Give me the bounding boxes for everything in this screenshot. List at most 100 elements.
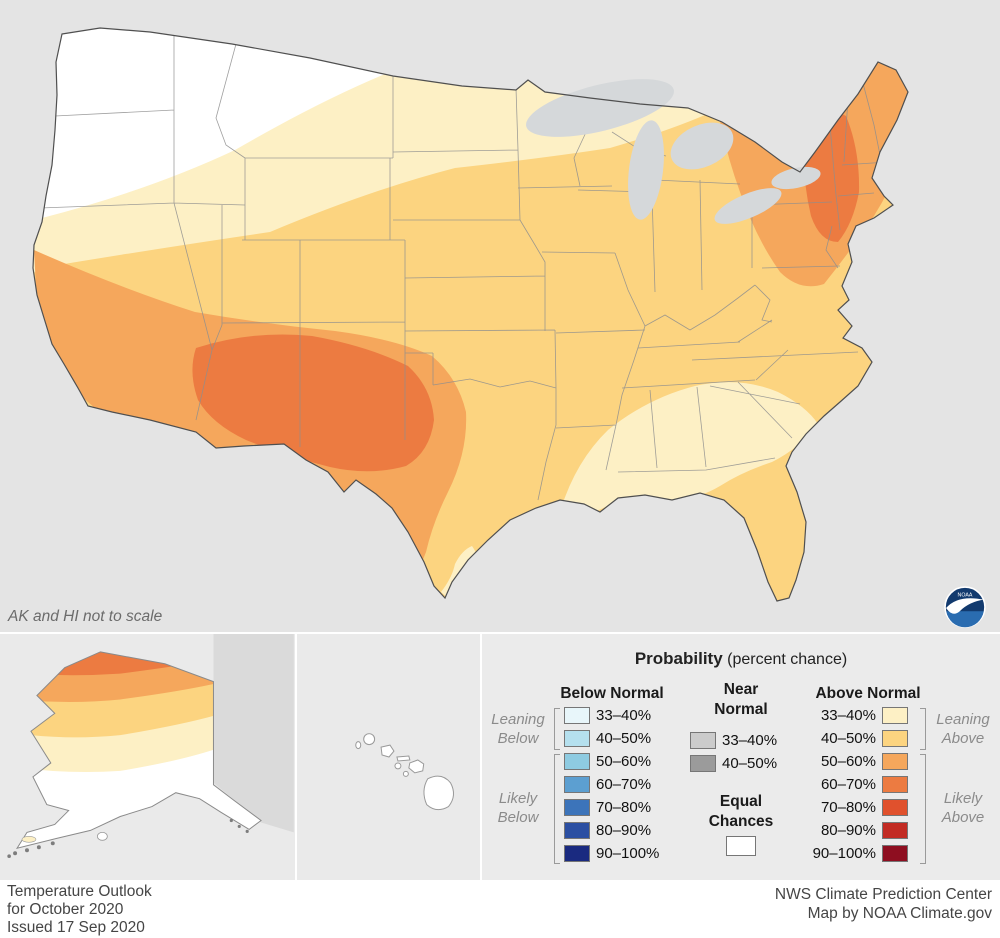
legend-row-below-70-80: 70–80% xyxy=(564,798,651,817)
label-below-80-90: 80–90% xyxy=(596,822,652,839)
lake-ontario xyxy=(771,166,821,190)
likely-above-label: Likely Above xyxy=(930,789,996,827)
noaa-emblem: NOAA xyxy=(944,586,986,628)
hawaii-inset-panel xyxy=(297,634,480,880)
label-below-40-50: 40–50% xyxy=(596,730,652,747)
legend-row-below-80-90: 80–90% xyxy=(564,821,651,840)
leaning-below-bracket xyxy=(554,708,560,750)
footer-credit: Map by NOAA Climate.gov xyxy=(807,905,992,922)
swatch-above-90-100 xyxy=(882,845,908,862)
lake-erie xyxy=(714,188,782,224)
us-outline xyxy=(32,27,909,602)
legend-title: Probability (percent chance) xyxy=(482,649,1000,669)
swatch-above-40-50 xyxy=(882,730,908,747)
legend-row-above-70-80: 70–80% xyxy=(804,798,908,817)
swatch-above-70-80 xyxy=(882,799,908,816)
near-normal-header: Near Normal xyxy=(682,680,800,720)
legend-row-above-60-70: 60–70% xyxy=(804,775,908,794)
island-maui xyxy=(408,759,425,774)
swatch-above-33-40 xyxy=(882,707,908,724)
legend-row-above-40-50: 40–50% xyxy=(804,729,908,748)
near-normal-header-line1: Near xyxy=(723,681,759,698)
likely-above-line1: Likely xyxy=(943,790,983,807)
likely-above-bracket xyxy=(920,754,926,864)
label-below-60-70: 60–70% xyxy=(596,776,652,793)
footer-right: NWS Climate Prediction Center Map by NOA… xyxy=(775,885,992,923)
swatch-below-80-90 xyxy=(564,822,590,839)
footer-issued: Issued 17 Sep 2020 xyxy=(7,919,145,936)
leaning-above-bracket xyxy=(920,708,926,750)
legend-title-bold: Probability xyxy=(634,649,723,668)
leaning-above-line1: Leaning xyxy=(936,711,990,728)
swatch-below-90-100 xyxy=(564,845,590,862)
swatch-above-60-70 xyxy=(882,776,908,793)
noaa-seagull-icon xyxy=(946,598,984,614)
swatch-near-40-50 xyxy=(690,755,716,772)
likely-above-line2: Above xyxy=(941,809,985,826)
island-hawaii xyxy=(423,775,454,811)
label-above-50-60: 50–60% xyxy=(820,753,876,770)
footer-period: for October 2020 xyxy=(7,901,124,918)
equal-chances-swatch xyxy=(726,836,756,856)
label-above-70-80: 70–80% xyxy=(820,799,876,816)
footer-left: Temperature Outlook for October 2020 Iss… xyxy=(7,883,152,937)
legend-row-above-90-100: 90–100% xyxy=(804,844,908,863)
swatch-below-70-80 xyxy=(564,799,590,816)
legend-panel: Probability (percent chance) Below Norma… xyxy=(482,634,1000,880)
likely-below-label: Likely Below xyxy=(486,789,550,827)
legend-row-below-40-50: 40–50% xyxy=(564,729,651,748)
swatch-near-33-40 xyxy=(690,732,716,749)
lake-superior xyxy=(526,79,674,137)
label-below-90-100: 90–100% xyxy=(596,845,660,862)
legend-row-below-33-40: 33–40% xyxy=(564,706,651,725)
island-kahoolawe xyxy=(402,770,409,777)
likely-below-line1: Likely xyxy=(498,790,538,807)
island-lanai xyxy=(394,762,402,770)
island-oahu xyxy=(380,744,395,758)
label-below-50-60: 50–60% xyxy=(596,753,652,770)
label-above-33-40: 33–40% xyxy=(820,707,876,724)
legend-title-rest: (percent chance) xyxy=(722,651,848,668)
state-borders xyxy=(39,32,889,501)
lake-michigan xyxy=(628,120,664,220)
likely-below-bracket xyxy=(554,754,560,864)
footer-source: NWS Climate Prediction Center xyxy=(774,886,992,903)
label-below-33-40: 33–40% xyxy=(596,707,652,724)
legend-row-below-50-60: 50–60% xyxy=(564,752,651,771)
footer-title: Temperature Outlook xyxy=(7,883,152,900)
scale-note: AK and HI not to scale xyxy=(8,608,163,625)
hawaii-inset-map xyxy=(297,634,480,880)
likely-below-line2: Below xyxy=(497,809,539,826)
conus-map-panel: AK and HI not to scale NOAA xyxy=(0,0,1000,632)
kodiak-island xyxy=(97,831,108,841)
island-niihau xyxy=(355,741,362,750)
legend-row-above-50-60: 50–60% xyxy=(804,752,908,771)
island-kauai xyxy=(363,733,376,746)
lake-huron xyxy=(670,122,734,170)
bottom-strip: Probability (percent chance) Below Norma… xyxy=(0,632,1000,880)
great-lakes xyxy=(526,79,821,224)
label-above-90-100: 90–100% xyxy=(812,845,876,862)
aleutian-islands xyxy=(7,818,249,858)
swatch-above-80-90 xyxy=(882,822,908,839)
hawaiian-islands xyxy=(355,733,454,811)
alaska-outline xyxy=(15,651,262,850)
legend-row-above-80-90: 80–90% xyxy=(804,821,908,840)
swatch-below-33-40 xyxy=(564,707,590,724)
alaska-inset-panel xyxy=(0,634,295,880)
equal-chances-line2: Chances xyxy=(708,813,774,830)
leaning-below-line1: Leaning xyxy=(491,711,545,728)
label-above-40-50: 40–50% xyxy=(820,730,876,747)
legend-row-near-40-50: 40–50% xyxy=(690,754,777,773)
conus-map xyxy=(0,0,1000,632)
alaska-inset-map xyxy=(1,634,294,880)
equal-chances-label: Equal Chances xyxy=(682,792,800,832)
leaning-above-line2: Above xyxy=(941,730,985,747)
label-near-40-50: 40–50% xyxy=(722,755,778,772)
leaning-below-label: Leaning Below xyxy=(486,710,550,748)
canada-landmass xyxy=(213,634,294,833)
leaning-below-line2: Below xyxy=(497,730,539,747)
swatch-below-60-70 xyxy=(564,776,590,793)
label-near-33-40: 33–40% xyxy=(722,732,778,749)
